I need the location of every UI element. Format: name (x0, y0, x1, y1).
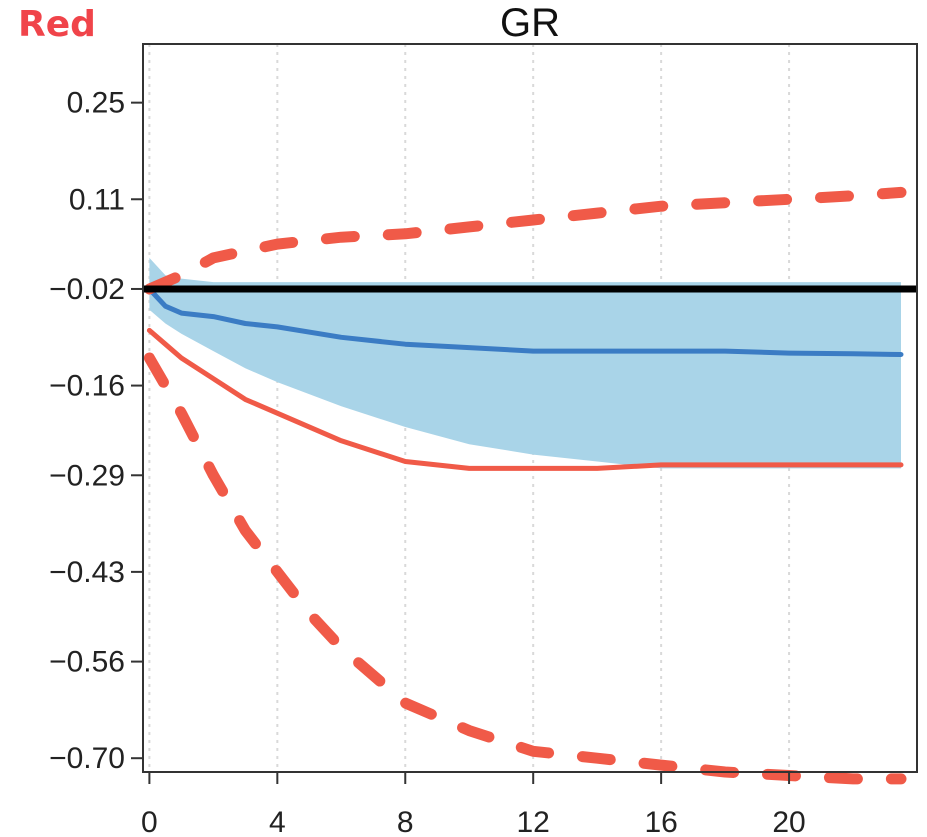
x-tick-label: 20 (772, 806, 805, 837)
series-group (143, 186, 907, 785)
y-tick-label: 0.25 (67, 87, 125, 120)
x-tick-label: 12 (517, 806, 550, 837)
x-tick-label: 4 (269, 806, 286, 837)
y-tick-label: −0.56 (49, 646, 125, 679)
median-response-line (146, 286, 904, 357)
y-tick-label: −0.02 (49, 273, 125, 306)
y-tick-label: −0.43 (49, 556, 125, 589)
corner-label: Red (18, 4, 96, 45)
confidence-band-group (149, 257, 901, 469)
chart-title: GR (500, 1, 560, 45)
y-axis: 0.25 0.11 −0.02 −0.16 −0.29 −0.43 −0.56 −0.70 (49, 87, 143, 775)
y-tick-label: −0.16 (49, 370, 125, 403)
x-tick-label: 16 (644, 806, 677, 837)
grid-lines (148, 44, 791, 772)
confidence-band (149, 257, 901, 469)
y-tick-label: −0.29 (49, 459, 125, 492)
upper-dashed-bound (143, 186, 907, 295)
lower-response-line (146, 327, 904, 471)
x-tick-label: 8 (397, 806, 414, 837)
y-tick-label: −0.70 (49, 742, 125, 775)
x-tick-label: 0 (141, 806, 158, 837)
plot-frame (142, 43, 918, 773)
x-axis: 0 4 8 12 16 20 (141, 772, 806, 837)
y-tick-label: 0.11 (69, 183, 125, 216)
